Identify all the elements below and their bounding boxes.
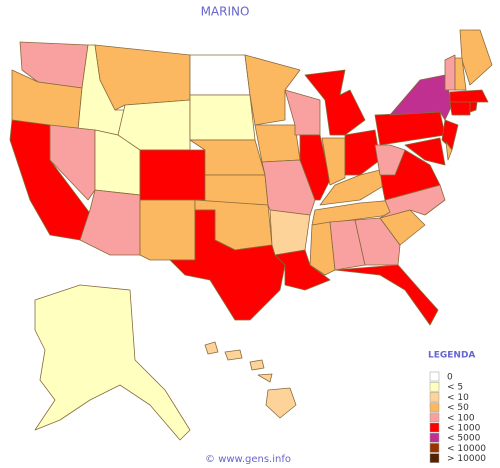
region — [34, 284, 191, 441]
region — [469, 101, 478, 113]
region — [354, 217, 401, 266]
legend: 0< 5< 10< 50< 100< 1000< 5000< 10000> 10… — [429, 371, 486, 464]
legend-swatch — [429, 443, 440, 453]
region — [344, 129, 381, 176]
region — [449, 101, 471, 116]
region — [379, 184, 446, 219]
region — [454, 57, 467, 91]
region — [459, 29, 493, 86]
footer: © www.gens.info — [205, 454, 291, 465]
region — [204, 341, 219, 355]
region — [249, 359, 265, 371]
legend-label: < 100 — [447, 413, 475, 423]
region — [189, 94, 256, 141]
region — [139, 199, 196, 261]
region — [309, 221, 336, 276]
legend-swatch — [429, 381, 440, 392]
region — [299, 134, 331, 201]
region — [334, 264, 439, 326]
region — [449, 89, 489, 103]
region — [117, 99, 191, 151]
region — [304, 69, 366, 136]
legend-label: > 10000 — [447, 454, 486, 464]
region — [269, 209, 311, 256]
legend-swatch — [429, 371, 440, 382]
region — [321, 137, 346, 186]
region — [79, 189, 141, 256]
region — [49, 124, 96, 201]
states — [9, 29, 493, 441]
legend-label: < 5000 — [447, 434, 481, 444]
legend-swatch — [429, 402, 440, 412]
region — [274, 249, 331, 291]
region — [204, 174, 269, 206]
region — [265, 387, 297, 419]
legend-label: < 10 — [447, 393, 469, 403]
region — [374, 144, 406, 176]
legend-title: LEGENDA — [428, 351, 475, 361]
legend-swatch — [429, 432, 440, 443]
region — [441, 119, 459, 151]
region — [224, 349, 243, 361]
legend-swatch — [429, 392, 440, 402]
region — [169, 209, 286, 321]
map-title: MARINO — [201, 5, 250, 19]
region — [139, 149, 206, 201]
region — [404, 137, 446, 166]
legend-swatch — [429, 422, 440, 433]
region — [257, 373, 273, 383]
legend-label: 0 — [447, 373, 453, 383]
legend-label: < 50 — [447, 403, 469, 413]
legend-label: < 1000 — [447, 424, 481, 434]
legend-label: < 10000 — [447, 444, 486, 454]
legend-swatch — [429, 412, 440, 423]
region — [445, 141, 453, 161]
legend-label: < 5 — [447, 383, 463, 393]
region — [444, 54, 456, 91]
region — [244, 54, 301, 126]
region — [189, 54, 251, 96]
region — [389, 74, 453, 121]
legend-swatch — [429, 453, 440, 463]
region — [254, 124, 301, 163]
